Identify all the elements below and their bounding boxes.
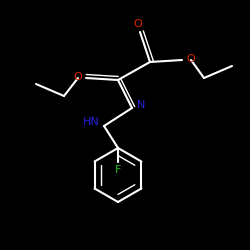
Text: HN: HN — [82, 117, 100, 127]
Text: N: N — [137, 100, 145, 110]
Text: O: O — [186, 54, 196, 64]
Text: O: O — [134, 19, 142, 29]
Text: F: F — [115, 165, 121, 175]
Text: O: O — [74, 72, 82, 82]
